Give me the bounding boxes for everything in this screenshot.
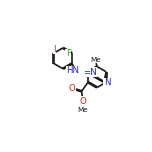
Text: =N: =N xyxy=(83,68,97,77)
Text: Me: Me xyxy=(91,57,101,63)
Text: HN: HN xyxy=(66,66,79,75)
Text: O: O xyxy=(79,97,86,106)
Text: F: F xyxy=(66,49,71,58)
Text: N: N xyxy=(104,78,110,87)
Text: Me: Me xyxy=(77,107,88,113)
Text: I: I xyxy=(53,45,55,54)
Text: O: O xyxy=(69,84,75,93)
